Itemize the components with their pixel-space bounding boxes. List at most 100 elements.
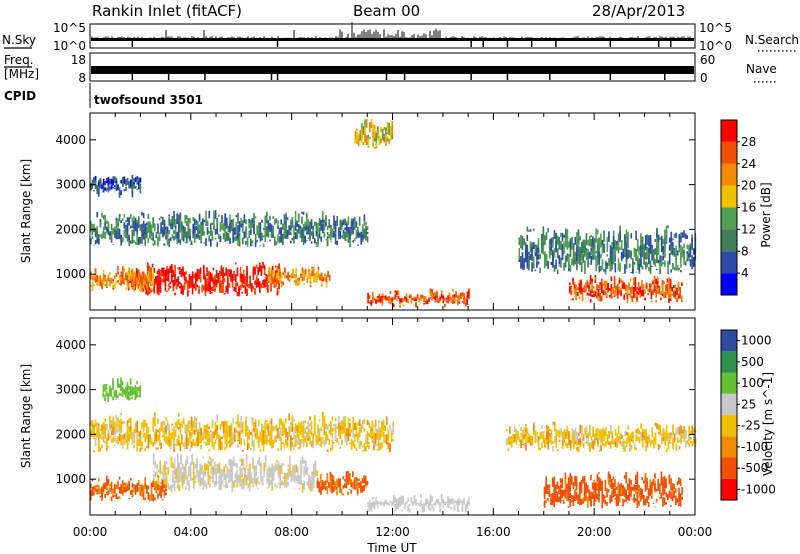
range-time-cell <box>250 229 252 235</box>
range-time-cell <box>125 439 127 443</box>
range-time-cell <box>431 289 433 292</box>
range-time-cell <box>359 134 362 140</box>
range-time-cell <box>619 269 621 272</box>
range-time-cell <box>90 271 92 276</box>
range-time-cell <box>222 421 225 433</box>
range-time-cell <box>163 430 166 442</box>
range-time-cell <box>218 214 220 217</box>
range-time-cell <box>365 229 367 237</box>
range-time-cell <box>286 435 289 446</box>
range-time-cell <box>106 220 108 224</box>
range-time-cell <box>131 225 134 228</box>
range-time-cell <box>99 276 102 281</box>
range-time-cell <box>130 276 132 281</box>
range-time-cell <box>364 134 366 141</box>
range-time-cell <box>227 232 230 241</box>
range-time-cell <box>216 242 218 247</box>
range-time-cell <box>614 255 617 262</box>
range-time-cell <box>186 433 188 445</box>
range-time-cell <box>231 466 233 476</box>
range-time-cell <box>381 298 384 304</box>
range-time-cell <box>674 284 677 290</box>
range-time-cell <box>142 290 145 292</box>
range-time-cell <box>110 240 113 243</box>
range-time-cell <box>329 476 332 487</box>
range-time-cell <box>243 269 245 273</box>
range-time-cell <box>192 420 194 429</box>
range-time-cell <box>201 286 203 290</box>
range-time-cell <box>296 426 298 432</box>
range-time-cell <box>339 236 342 239</box>
range-time-cell <box>342 219 345 225</box>
range-time-cell <box>642 291 645 297</box>
range-time-cell <box>175 278 178 283</box>
range-time-cell <box>107 276 110 282</box>
range-time-cell <box>367 297 369 301</box>
range-time-cell <box>131 287 134 290</box>
range-time-cell <box>269 215 271 221</box>
range-time-cell <box>282 426 284 437</box>
range-time-cell <box>580 281 582 289</box>
range-time-cell <box>536 259 538 268</box>
range-time-cell <box>356 134 358 145</box>
range-time-cell <box>320 272 323 277</box>
range-time-cell <box>577 256 580 264</box>
range-time-cell <box>275 434 278 442</box>
range-time-cell <box>203 242 206 244</box>
range-time-cell <box>125 228 127 238</box>
range-time-cell <box>284 267 286 272</box>
range-time-cell <box>344 218 346 226</box>
range-time-cell <box>317 237 319 244</box>
range-time-cell <box>383 135 386 138</box>
range-time-cell <box>447 299 449 304</box>
range-time-cell <box>301 441 303 444</box>
range-time-cell <box>144 480 146 484</box>
range-time-cell <box>624 244 626 258</box>
range-time-cell <box>235 282 237 288</box>
range-time-cell <box>179 243 182 245</box>
range-time-cell <box>120 235 122 246</box>
range-time-cell <box>681 300 683 303</box>
range-time-cell <box>109 278 111 287</box>
range-time-cell <box>99 279 102 284</box>
range-time-cell <box>553 233 556 238</box>
range-time-cell <box>264 215 266 228</box>
range-time-cell <box>348 475 351 482</box>
range-time-cell <box>325 285 328 288</box>
range-time-cell <box>91 180 94 186</box>
range-time-cell <box>657 285 659 288</box>
range-time-cell <box>102 427 105 434</box>
range-time-cell <box>239 459 241 462</box>
range-time-cell <box>222 232 225 239</box>
range-time-cell <box>146 491 148 494</box>
range-time-cell <box>643 245 645 255</box>
range-time-cell <box>201 291 203 293</box>
range-time-cell <box>303 269 305 276</box>
range-time-cell <box>288 413 290 421</box>
range-time-cell <box>445 297 448 300</box>
range-time-cell <box>131 484 134 488</box>
range-time-cell <box>390 434 393 443</box>
range-time-cell <box>209 461 211 466</box>
range-time-cell <box>138 184 140 189</box>
range-time-cell <box>198 214 201 221</box>
range-time-cell <box>291 437 294 441</box>
range-time-cell <box>213 216 215 228</box>
range-time-cell <box>139 430 142 441</box>
range-time-cell <box>173 216 175 225</box>
range-time-cell <box>176 236 178 245</box>
range-time-cell <box>518 241 521 245</box>
range-time-cell <box>326 476 329 484</box>
range-time-cell <box>614 240 617 251</box>
range-time-cell <box>686 244 689 250</box>
range-time-cell <box>601 259 604 266</box>
range-time-cell <box>569 250 572 257</box>
range-time-cell <box>589 291 592 297</box>
range-time-cell <box>246 265 248 276</box>
range-time-cell <box>346 223 348 232</box>
range-time-cell <box>99 433 102 437</box>
range-time-cell <box>193 461 195 466</box>
range-time-cell <box>278 236 281 244</box>
range-time-cell <box>162 485 164 491</box>
range-time-cell <box>169 265 171 273</box>
